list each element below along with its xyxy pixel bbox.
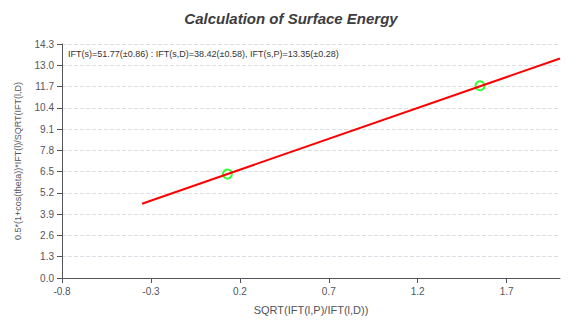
svg-text:2.6: 2.6 bbox=[40, 230, 54, 241]
svg-text:14.3: 14.3 bbox=[35, 39, 55, 50]
svg-text:-0.8: -0.8 bbox=[53, 286, 71, 297]
svg-text:-0.3: -0.3 bbox=[142, 286, 160, 297]
svg-text:13.0: 13.0 bbox=[35, 60, 55, 71]
svg-text:7.8: 7.8 bbox=[40, 145, 54, 156]
svg-text:Calculation of Surface Energy: Calculation of Surface Energy bbox=[184, 10, 398, 27]
svg-text:1.3: 1.3 bbox=[40, 251, 54, 262]
svg-text:SQRT(IFT(l,P)/IFT(l,D)): SQRT(IFT(l,P)/IFT(l,D)) bbox=[254, 304, 369, 316]
svg-text:1.7: 1.7 bbox=[500, 286, 514, 297]
svg-text:3.9: 3.9 bbox=[40, 209, 54, 220]
svg-text:10.4: 10.4 bbox=[35, 102, 55, 113]
svg-text:9.1: 9.1 bbox=[40, 124, 54, 135]
svg-text:6.5: 6.5 bbox=[40, 166, 54, 177]
svg-text:0.5*(1+cos(theta))*IFT(l)/SQRT: 0.5*(1+cos(theta))*IFT(l)/SQRT(IFT(l,D) bbox=[13, 82, 23, 240]
svg-text:1.2: 1.2 bbox=[411, 286, 425, 297]
svg-text:0.7: 0.7 bbox=[322, 286, 336, 297]
svg-text:5.2: 5.2 bbox=[40, 187, 54, 198]
svg-text:11.7: 11.7 bbox=[35, 81, 54, 92]
svg-text:IFT(s)=51.77(±0.86) : IFT(s,D): IFT(s)=51.77(±0.86) : IFT(s,D)=38.42(±0.… bbox=[68, 49, 339, 59]
svg-text:0.0: 0.0 bbox=[40, 273, 54, 284]
svg-text:0.2: 0.2 bbox=[233, 286, 247, 297]
